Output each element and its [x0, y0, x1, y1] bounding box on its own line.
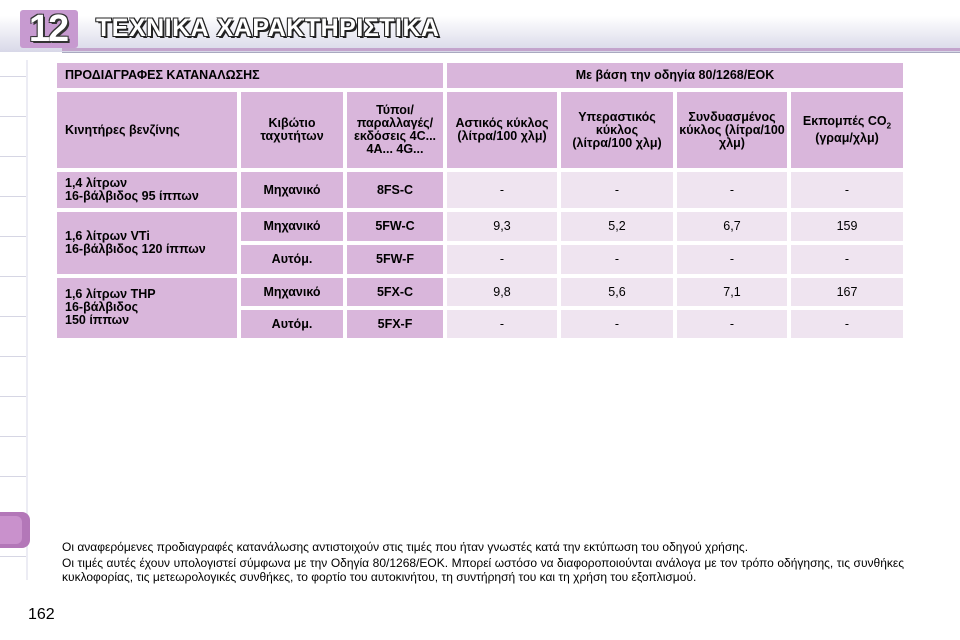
extra-urban-value: -: [561, 172, 673, 208]
co2-value: -: [791, 245, 903, 274]
title-underline: [62, 48, 960, 51]
engine-line: 16-βάλβιδος 95 ίππων: [65, 189, 199, 203]
extra-urban-value: -: [561, 245, 673, 274]
type-cell: 5FW-F: [347, 245, 443, 274]
gearbox-cell: Αυτόμ.: [241, 310, 343, 338]
urban-value: -: [447, 245, 557, 274]
engine-line: 16-βάλβιδος: [65, 300, 139, 314]
extra-urban-value: 5,2: [561, 212, 673, 241]
gearbox-cell: Αυτόμ.: [241, 245, 343, 274]
combined-value: -: [677, 245, 787, 274]
co2-label: Εκπομπές CO2: [802, 113, 892, 131]
co2-value: -: [791, 310, 903, 338]
header-engines: Κινητήρες βενζίνης: [57, 92, 237, 168]
page-number: 162: [28, 606, 55, 623]
type-cell: 5FX-C: [347, 278, 443, 306]
title-divider: [62, 52, 960, 53]
gearbox-cell: Μηχανικό: [241, 278, 343, 306]
table-title-right: Με βάση την οδηγία 80/1268/ΕΟΚ: [447, 63, 903, 88]
engine-line: 16-βάλβιδος 120 ίππων: [65, 242, 206, 256]
engine-line: 1,6 λίτρων VTi: [65, 229, 150, 243]
engine-cell-1-6-thp: 1,6 λίτρων THP 16-βάλβιδος 150 ίππων: [57, 278, 237, 338]
engine-cell-1-4: 1,4 λίτρων 16-βάλβιδος 95 ίππων: [57, 172, 237, 208]
header-co2-emissions: Εκπομπές CO2 (γραμ/χλμ): [791, 92, 903, 168]
tab-divider: [0, 396, 26, 397]
co2-value: 167: [791, 278, 903, 306]
header-combined-cycle: Συνδυασμένος κύκλος (λίτρα/100 χλμ): [677, 92, 787, 168]
co2-value: 159: [791, 212, 903, 241]
tab-divider: [0, 236, 26, 237]
tab-strip-edge: [26, 60, 28, 580]
active-chapter-tab-highlight: [0, 516, 22, 544]
tab-divider: [0, 556, 26, 557]
gearbox-cell: Μηχανικό: [241, 172, 343, 208]
engine-line: 1,6 λίτρων THP: [65, 287, 156, 301]
chapter-title: ΤΕΧΝΙΚΑ ΧΑΡΑΚΤΗΡΙΣΤΙΚΑ: [96, 14, 440, 42]
tab-divider: [0, 436, 26, 437]
consumption-notes: Οι αναφερόμενες προδιαγραφές κατανάλωσης…: [62, 540, 904, 586]
engine-line: 1,4 λίτρων: [65, 176, 128, 190]
tab-divider: [0, 76, 26, 77]
extra-urban-value: 5,6: [561, 278, 673, 306]
note-paragraph: Οι αναφερόμενες προδιαγραφές κατανάλωσης…: [62, 540, 749, 554]
tab-divider: [0, 356, 26, 357]
table-title-left: ΠΡΟΔΙΑΓΡΑΦΕΣ ΚΑΤΑΝΑΛΩΣΗΣ: [57, 63, 443, 88]
type-cell: 5FX-F: [347, 310, 443, 338]
tab-divider: [0, 116, 26, 117]
tab-divider: [0, 196, 26, 197]
tab-divider: [0, 276, 26, 277]
header-urban-cycle: Αστικός κύκλος (λίτρα/100 χλμ): [447, 92, 557, 168]
chapter-badge: [20, 10, 78, 48]
urban-value: -: [447, 172, 557, 208]
note-paragraph: Οι τιμές αυτές έχουν υπολογιστεί σύμφωνα…: [62, 555, 904, 585]
engine-line: 150 ίππων: [65, 313, 130, 327]
engine-cell-1-6-vti: 1,6 λίτρων VTi 16-βάλβιδος 120 ίππων: [57, 212, 237, 274]
type-cell: 8FS-C: [347, 172, 443, 208]
urban-value: 9,3: [447, 212, 557, 241]
extra-urban-value: -: [561, 310, 673, 338]
urban-value: 9,8: [447, 278, 557, 306]
header-extra-urban-cycle: Υπεραστικός κύκλος (λίτρα/100 χλμ): [561, 92, 673, 168]
urban-value: -: [447, 310, 557, 338]
co2-unit: (γραμ/χλμ): [815, 131, 879, 146]
chapter-tab-strip: [0, 60, 28, 580]
tab-divider: [0, 476, 26, 477]
combined-value: 7,1: [677, 278, 787, 306]
tab-divider: [0, 156, 26, 157]
chapter-number: 12: [28, 8, 69, 50]
co2-value: -: [791, 172, 903, 208]
type-cell: 5FW-C: [347, 212, 443, 241]
header-banner: [0, 0, 960, 52]
combined-value: -: [677, 172, 787, 208]
combined-value: -: [677, 310, 787, 338]
header-gearbox: Κιβώτιο ταχυτήτων: [241, 92, 343, 168]
gearbox-cell: Μηχανικό: [241, 212, 343, 241]
header-types: Τύποι/ παραλλαγές/ εκδόσεις 4C... 4A... …: [347, 92, 443, 168]
combined-value: 6,7: [677, 212, 787, 241]
tab-divider: [0, 316, 26, 317]
